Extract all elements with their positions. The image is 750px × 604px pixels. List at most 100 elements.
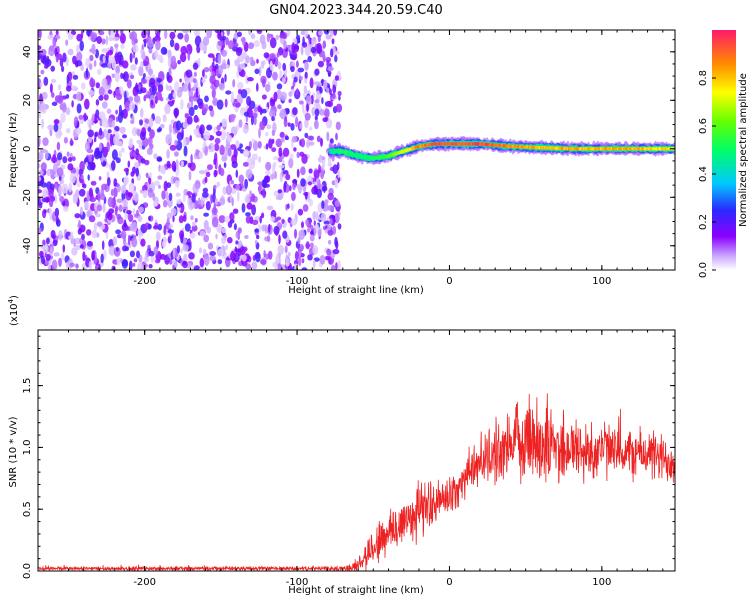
spectrogram-noise-cell [300,138,306,148]
spectrogram-noise-cell [304,30,309,38]
spectrogram-noise-cell [222,186,227,196]
spectrogram-noise-cell [164,30,168,40]
spectrogram-noise-cell [247,42,255,50]
spectrogram-noise-cell [38,55,41,60]
spectrogram-noise-cell [266,205,274,211]
spectrogram-noise-cell [154,180,160,186]
spectrogram-noise-cell [126,79,132,89]
spectrogram-noise-cell [93,222,98,232]
spectrogram-noise-cell [297,67,305,73]
spectrogram-noise-cell [307,55,313,63]
spectrogram-noise-cell [220,129,227,141]
spectrogram-noise-cell [270,216,276,222]
spectrogram-noise-cell [99,193,106,201]
spectrogram-noise-cell [56,167,64,177]
spectrogram-noise-cell [202,107,208,115]
spectrogram-noise-cell [224,98,228,108]
spectrogram-noise-cell [91,43,96,55]
spectrogram-noise-cell [182,260,187,265]
spectrogram-noise-cell [169,31,176,40]
snr-xlabel: Height of straight line (km) [288,585,424,596]
spectrogram-noise-cell [304,61,309,71]
spectrogram-noise-cell [151,85,157,95]
spectrogram-noise-cell [172,247,176,259]
snr-xtick-label: -100 [286,577,309,588]
spectrogram-noise-cell [312,210,317,221]
spectrogram-noise-cell [168,192,173,201]
spectrogram-noise-cell [253,40,260,48]
spectrogram-noise-cell [281,77,286,84]
spectrogram-noise-cell [245,215,251,224]
spectrogram-noise-cell [319,86,323,94]
spectrogram-noise-cell [40,244,45,249]
spectrogram-noise-cell [131,221,138,233]
spectrogram-noise-cell [198,247,203,254]
spectrogram-noise-cell [214,30,219,34]
spectrogram-noise-cell [203,234,210,243]
spectrogram-noise-cell [146,147,153,156]
spectrogram-noise-cell [45,253,51,262]
spectrogram-noise-cell [306,90,311,96]
spectrogram-noise-cell [269,60,273,71]
spectrogram-noise-cell [302,36,305,46]
spectrogram-noise-cell [329,217,333,225]
spectrogram-noise-cell [149,129,155,139]
spectrogram-noise-cell [298,256,302,267]
spectrogram-noise-cell [233,223,237,231]
spectrogram-noise-cell [95,82,101,89]
spectrogram-noise-cell [103,249,107,261]
spectrogram-noise-cell [291,135,298,143]
spectrogram-noise-cell [98,176,102,181]
colorbar-tick-label: 0.6 [698,118,709,134]
spectrogram-noise-cell [250,33,256,40]
spectrogram-noise-cell [52,239,58,247]
spectrogram-noise-cell [235,240,239,245]
spectrogram-noise-cell [235,47,243,56]
spectrogram-noise-cell [187,50,191,61]
spectrogram-noise-cell [276,52,280,58]
spectrogram-noise-cell [304,118,309,129]
snr-ytick-label: 1.0 [22,439,33,455]
spectrogram-noise-cell [141,30,147,39]
spectrogram-noise-cell [288,91,293,97]
spectrogram-noise-cell [85,67,89,78]
spectrogram-noise-cell [204,145,208,157]
spectrogram-noise-cell [297,37,300,43]
spectrogram-noise-cell [178,215,184,224]
spectrogram-noise-cell [107,49,114,56]
spectrogram-noise-cell [105,35,109,46]
spectrogram-noise-cell [283,118,288,128]
spectrogram-noise-cell [290,123,295,131]
spectrogram-noise-cell [42,188,49,197]
spectrogram-noise-cell [55,53,59,63]
spectrogram-noise-cell [132,192,135,197]
spectrogram-noise-cell [70,138,73,147]
spectrogram-noise-cell [282,147,290,157]
spectrogram-noise-cell [232,208,239,214]
spectrogram-noise-cell [137,262,144,270]
spectrogram-noise-cell [127,160,131,168]
spectrogram-noise-cell [86,148,94,154]
spectrogram-noise-cell [207,53,215,58]
spectrogram-noise-cell [96,221,103,227]
spectrogram-noise-cell [240,89,248,99]
spectrogram-noise-cell [327,229,334,236]
spectrogram-noise-cell [206,30,213,39]
spectrogram-noise-cell [309,234,315,242]
spectrogram-noise-cell [154,115,161,125]
spectrogram-noise-cell [38,189,42,194]
spectrogram-noise-cell [197,204,202,210]
spectrogram-noise-cell [108,36,114,42]
spectrogram-noise-cell [183,160,188,165]
spectrogram-noise-cell [254,68,260,75]
spectrogram-noise-cell [62,156,68,164]
spectrogram-noise-cell [101,48,108,53]
spectrogram-noise-cell [71,247,78,256]
spectrogram-noise-cell [66,151,70,157]
spectrogram-noise-cell [227,237,233,244]
spectrogram-noise-cell [259,34,266,45]
spectrogram-noise-cell [58,230,63,241]
spectrogram-noise-cell [315,211,319,222]
spectrogram-ytick-label: 0 [22,146,33,152]
